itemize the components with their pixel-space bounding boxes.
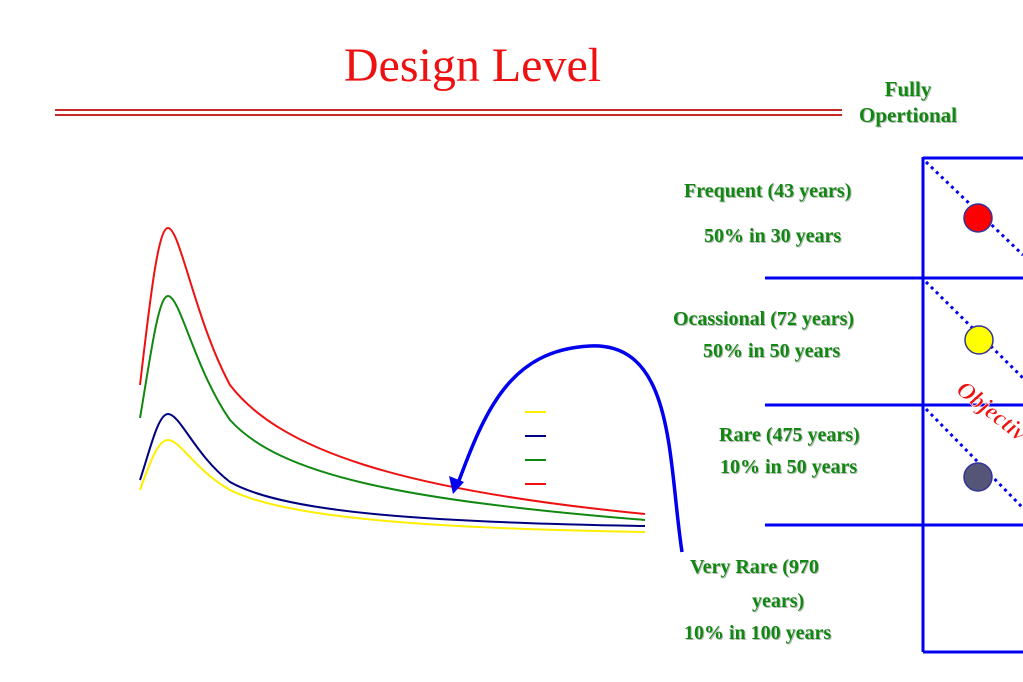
objective-label: Objectiv [951,376,1023,447]
rare-label: Rare (475 years) [719,424,860,446]
title-rule-bottom [55,114,842,116]
frequent-marker [963,203,993,233]
title-rule-top [55,109,842,111]
dotted-diagonal-3 [924,407,1023,510]
column-header-line2: Opertional [859,103,957,128]
very-rare-label-line1: Very Rare (970 [690,556,819,578]
frequent-label: Frequent (43 years) [684,180,852,202]
frequent-probability: 50% in 30 years [704,225,842,247]
very-rare-probability: 10% in 100 years [684,622,832,644]
occasional-marker [964,325,994,355]
red-hazard-curve [139,226,646,515]
navy-hazard-curve [139,412,646,527]
dotted-diagonal-2 [924,280,1023,380]
occasional-label: Ocassional (72 years) [673,308,855,330]
arrowhead-icon [449,476,464,494]
occasional-probability: 50% in 50 years [703,340,841,362]
column-header-line1: Fully [884,77,932,101]
column-header: Fully Opertional [838,76,978,129]
very-rare-label-line2: years) [752,590,805,612]
rare-marker [963,462,993,492]
green-hazard-curve [139,294,646,521]
dotted-diagonal-1 [924,160,1023,257]
rare-probability: 10% in 50 years [720,456,858,478]
slide-title: Design Level [343,39,602,92]
blue-arrow [455,344,684,553]
yellow-hazard-curve [139,438,646,533]
